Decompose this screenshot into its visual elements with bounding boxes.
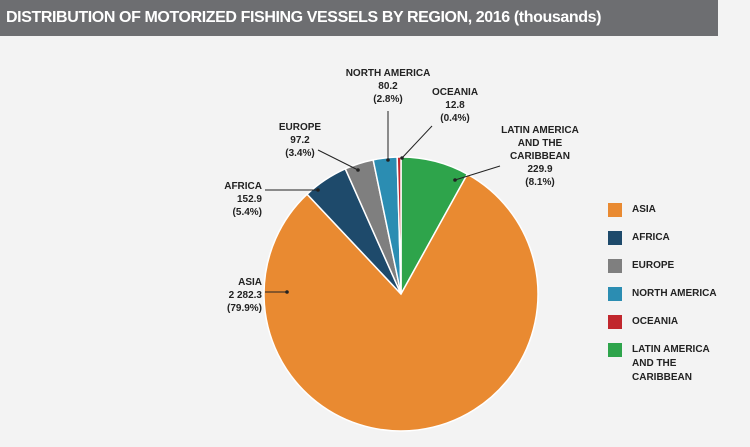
legend-swatch <box>608 315 622 329</box>
pie-slice <box>263 173 539 432</box>
slice-label-line: (3.4%) <box>285 148 315 159</box>
slice-label-line: 80.2 <box>378 81 398 92</box>
slice-label-line: 229.9 <box>527 164 553 175</box>
slice-label: OCEANIA 12.8 (0.4%) <box>420 86 490 125</box>
legend-label: ASIA <box>632 204 656 215</box>
legend-swatch <box>608 203 622 217</box>
slice-label-line: (79.9%) <box>226 303 262 314</box>
legend-label: NORTH AMERICA <box>632 288 717 299</box>
slice-label: EUROPE 97.2 (3.4%) <box>270 121 330 160</box>
legend-swatch <box>608 343 622 357</box>
slice-label-line: (0.4%) <box>440 113 470 124</box>
slice-label-line: (2.8%) <box>373 94 403 105</box>
slice-label: ASIA 2 282.3 (79.9%) <box>200 276 262 315</box>
slice-label-line: AFRICA <box>224 181 262 192</box>
chart-title: DISTRIBUTION OF MOTORIZED FISHING VESSEL… <box>0 0 718 36</box>
leader-dot <box>356 168 360 172</box>
leader-line <box>454 165 501 181</box>
leader-line <box>317 149 359 171</box>
leader-dot <box>453 178 457 182</box>
leader-dot <box>386 158 390 162</box>
slice-label-line: 97.2 <box>290 135 310 146</box>
slice-label-line: 12.8 <box>445 100 465 111</box>
slice-label-line: (8.1%) <box>525 177 555 188</box>
slice-label-line: NORTH AMERICA <box>345 68 431 79</box>
slice-label-line: 2 282.3 <box>228 290 262 301</box>
slice-label-line: (5.4%) <box>232 207 262 218</box>
slice-label-line: LATIN AMERICA AND THE CARIBBEAN <box>501 125 579 162</box>
slice-label: AFRICA 152.9 (5.4%) <box>200 180 262 219</box>
legend-swatch <box>608 231 622 245</box>
leader-line <box>401 125 433 159</box>
slice-label-line: 152.9 <box>236 194 262 205</box>
slice-label-line: ASIA <box>238 277 262 288</box>
slice-label-line: EUROPE <box>278 122 322 133</box>
legend-swatch <box>608 287 622 301</box>
leader-dot <box>316 188 320 192</box>
legend-label: AFRICA <box>632 232 670 243</box>
legend-label: OCEANIA <box>632 316 679 327</box>
slice-label-line: OCEANIA <box>431 87 479 98</box>
legend-label: EUROPE <box>632 260 675 271</box>
leader-dot <box>400 156 404 160</box>
slice-label: NORTH AMERICA 80.2 (2.8%) <box>338 67 438 106</box>
leader-dot <box>285 290 289 294</box>
legend-swatch <box>608 259 622 273</box>
slice-label: LATIN AMERICA AND THE CARIBBEAN 229.9 (8.1… <box>490 124 590 189</box>
legend-label: LATIN AMERICA AND THE CARIBBEAN <box>632 344 710 383</box>
